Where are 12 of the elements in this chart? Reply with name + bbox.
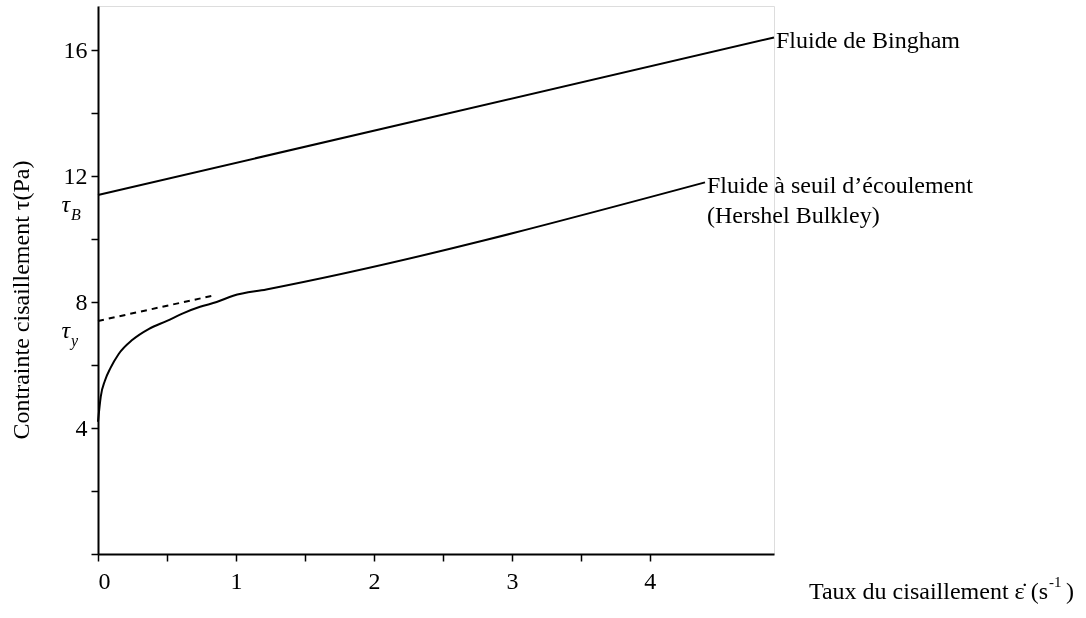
y-tick-label: 4 — [75, 414, 88, 441]
series-label: Fluide à seuil d’écoulement (Hershel Bulkley) — [707, 172, 974, 229]
y-axis-title: Contrainte cisaillement τ(Pa) — [8, 160, 34, 440]
x-tick-label: 3 — [506, 567, 519, 594]
y-tick-label: 12 — [63, 162, 88, 189]
x-tick-label: 0 — [98, 567, 111, 594]
y-tick-label: 16 — [63, 36, 88, 63]
series-label: Fluide de Bingham — [776, 27, 961, 54]
x-tick-label: 4 — [644, 567, 657, 594]
x-tick-label: 1 — [230, 567, 243, 594]
x-tick-label: 2 — [368, 567, 381, 594]
y-tick-label: 8 — [75, 288, 88, 315]
